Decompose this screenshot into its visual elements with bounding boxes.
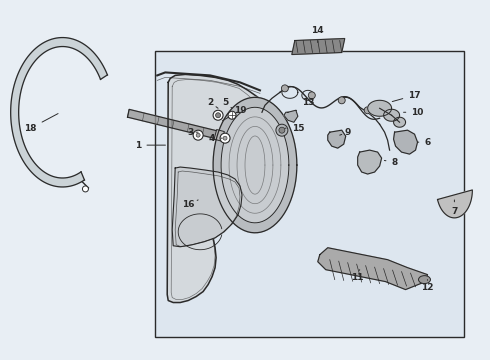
Text: 19: 19 (222, 106, 246, 121)
Polygon shape (221, 107, 289, 223)
Text: 1: 1 (135, 141, 166, 150)
Text: 16: 16 (182, 200, 198, 210)
Text: 13: 13 (296, 98, 314, 111)
Circle shape (216, 113, 220, 118)
Ellipse shape (418, 276, 431, 284)
Circle shape (213, 110, 223, 120)
Polygon shape (284, 110, 298, 122)
Text: 6: 6 (417, 138, 431, 147)
Polygon shape (384, 109, 399, 121)
Polygon shape (127, 109, 219, 139)
Polygon shape (11, 37, 107, 187)
Text: 18: 18 (24, 113, 58, 133)
Circle shape (223, 136, 227, 140)
Bar (155, 50, 465, 337)
Polygon shape (328, 130, 346, 148)
Polygon shape (393, 130, 417, 154)
Text: 2: 2 (207, 98, 218, 108)
Polygon shape (167, 75, 268, 302)
Polygon shape (358, 150, 382, 174)
Polygon shape (172, 167, 242, 247)
Text: 17: 17 (392, 91, 421, 102)
Text: 5: 5 (222, 98, 232, 108)
Text: 3: 3 (187, 128, 198, 137)
Circle shape (82, 186, 88, 192)
Polygon shape (368, 100, 392, 116)
Circle shape (364, 107, 371, 114)
Circle shape (281, 85, 289, 92)
Polygon shape (438, 190, 472, 218)
Text: 12: 12 (421, 280, 434, 292)
Text: 11: 11 (351, 270, 364, 282)
Bar (214, 130, 224, 141)
Circle shape (196, 133, 200, 137)
Circle shape (193, 130, 203, 140)
Text: 14: 14 (312, 26, 324, 42)
Circle shape (308, 92, 315, 99)
Polygon shape (213, 97, 297, 233)
Text: 7: 7 (451, 200, 458, 216)
Circle shape (338, 97, 345, 104)
Text: 9: 9 (340, 128, 351, 137)
Text: 4: 4 (209, 134, 222, 143)
Polygon shape (292, 39, 345, 54)
Circle shape (228, 111, 236, 119)
Text: 8: 8 (384, 158, 398, 167)
Polygon shape (318, 248, 427, 289)
Text: 10: 10 (404, 108, 424, 117)
Circle shape (276, 124, 288, 136)
Circle shape (279, 127, 285, 133)
Circle shape (220, 133, 230, 143)
Text: 15: 15 (285, 124, 304, 133)
Polygon shape (393, 117, 406, 127)
